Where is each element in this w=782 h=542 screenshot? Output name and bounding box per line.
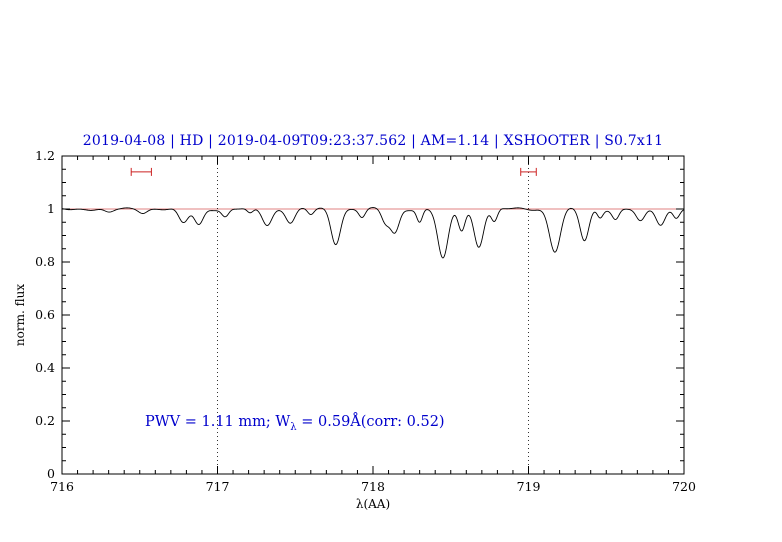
spectrum-line	[61, 207, 685, 259]
x-axis-label: λ(AA)	[355, 497, 391, 511]
x-tick-label: 718	[361, 479, 385, 494]
y-tick-label: 1	[47, 201, 55, 216]
y-tick-label: 0.8	[35, 254, 55, 269]
y-tick-label: 0	[47, 466, 55, 481]
annotation-text-tail: = 0.59Å(corr: 0.52)	[296, 414, 445, 430]
y-tick-label: 0.2	[35, 413, 55, 428]
x-tick-label: 716	[50, 479, 74, 494]
y-tick-label: 0.4	[35, 360, 55, 375]
x-tick-label: 720	[672, 479, 696, 494]
x-tick-label: 717	[206, 479, 230, 494]
pwv-annotation: PWV = 1.11 mm; Wλ = 0.59Å(corr: 0.52)	[145, 414, 445, 433]
annotation-lambda-subscript: λ	[290, 421, 297, 433]
plot-title: 2019-04-08 | HD | 2019-04-09T09:23:37.56…	[82, 133, 664, 149]
annotation-text-lead: PWV = 1.11 mm; W	[145, 414, 291, 430]
y-tick-label: 1.2	[35, 148, 55, 163]
y-tick-label: 0.6	[35, 307, 55, 322]
x-tick-label: 719	[517, 479, 541, 494]
y-axis-label: norm. flux	[13, 283, 27, 347]
